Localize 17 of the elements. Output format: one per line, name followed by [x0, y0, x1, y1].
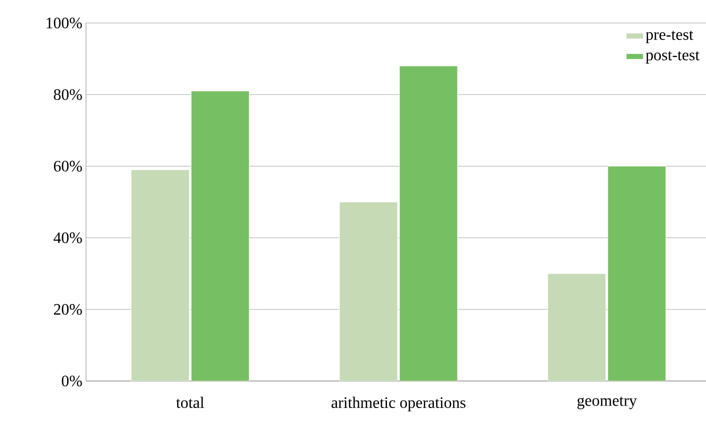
y-tick-label: 100% — [46, 18, 82, 28]
bar — [339, 202, 398, 381]
bar — [399, 66, 458, 381]
y-tick-label: 60% — [54, 160, 82, 172]
y-tick-label: 40% — [54, 232, 82, 244]
y-tick-label: 20% — [54, 304, 82, 315]
legend-label: pre-test — [646, 30, 694, 44]
x-tick-label: geometry — [577, 396, 637, 410]
bar — [130, 170, 190, 381]
legend-label: post-test — [646, 51, 700, 64]
bar — [190, 90, 250, 381]
x-tick-label: total — [176, 396, 204, 408]
y-tick-label: 0% — [62, 376, 82, 386]
bar — [608, 166, 666, 381]
x-tick-label: arithmetic operations — [332, 396, 466, 412]
y-tick-label: 80% — [54, 89, 82, 100]
bar — [548, 273, 606, 381]
